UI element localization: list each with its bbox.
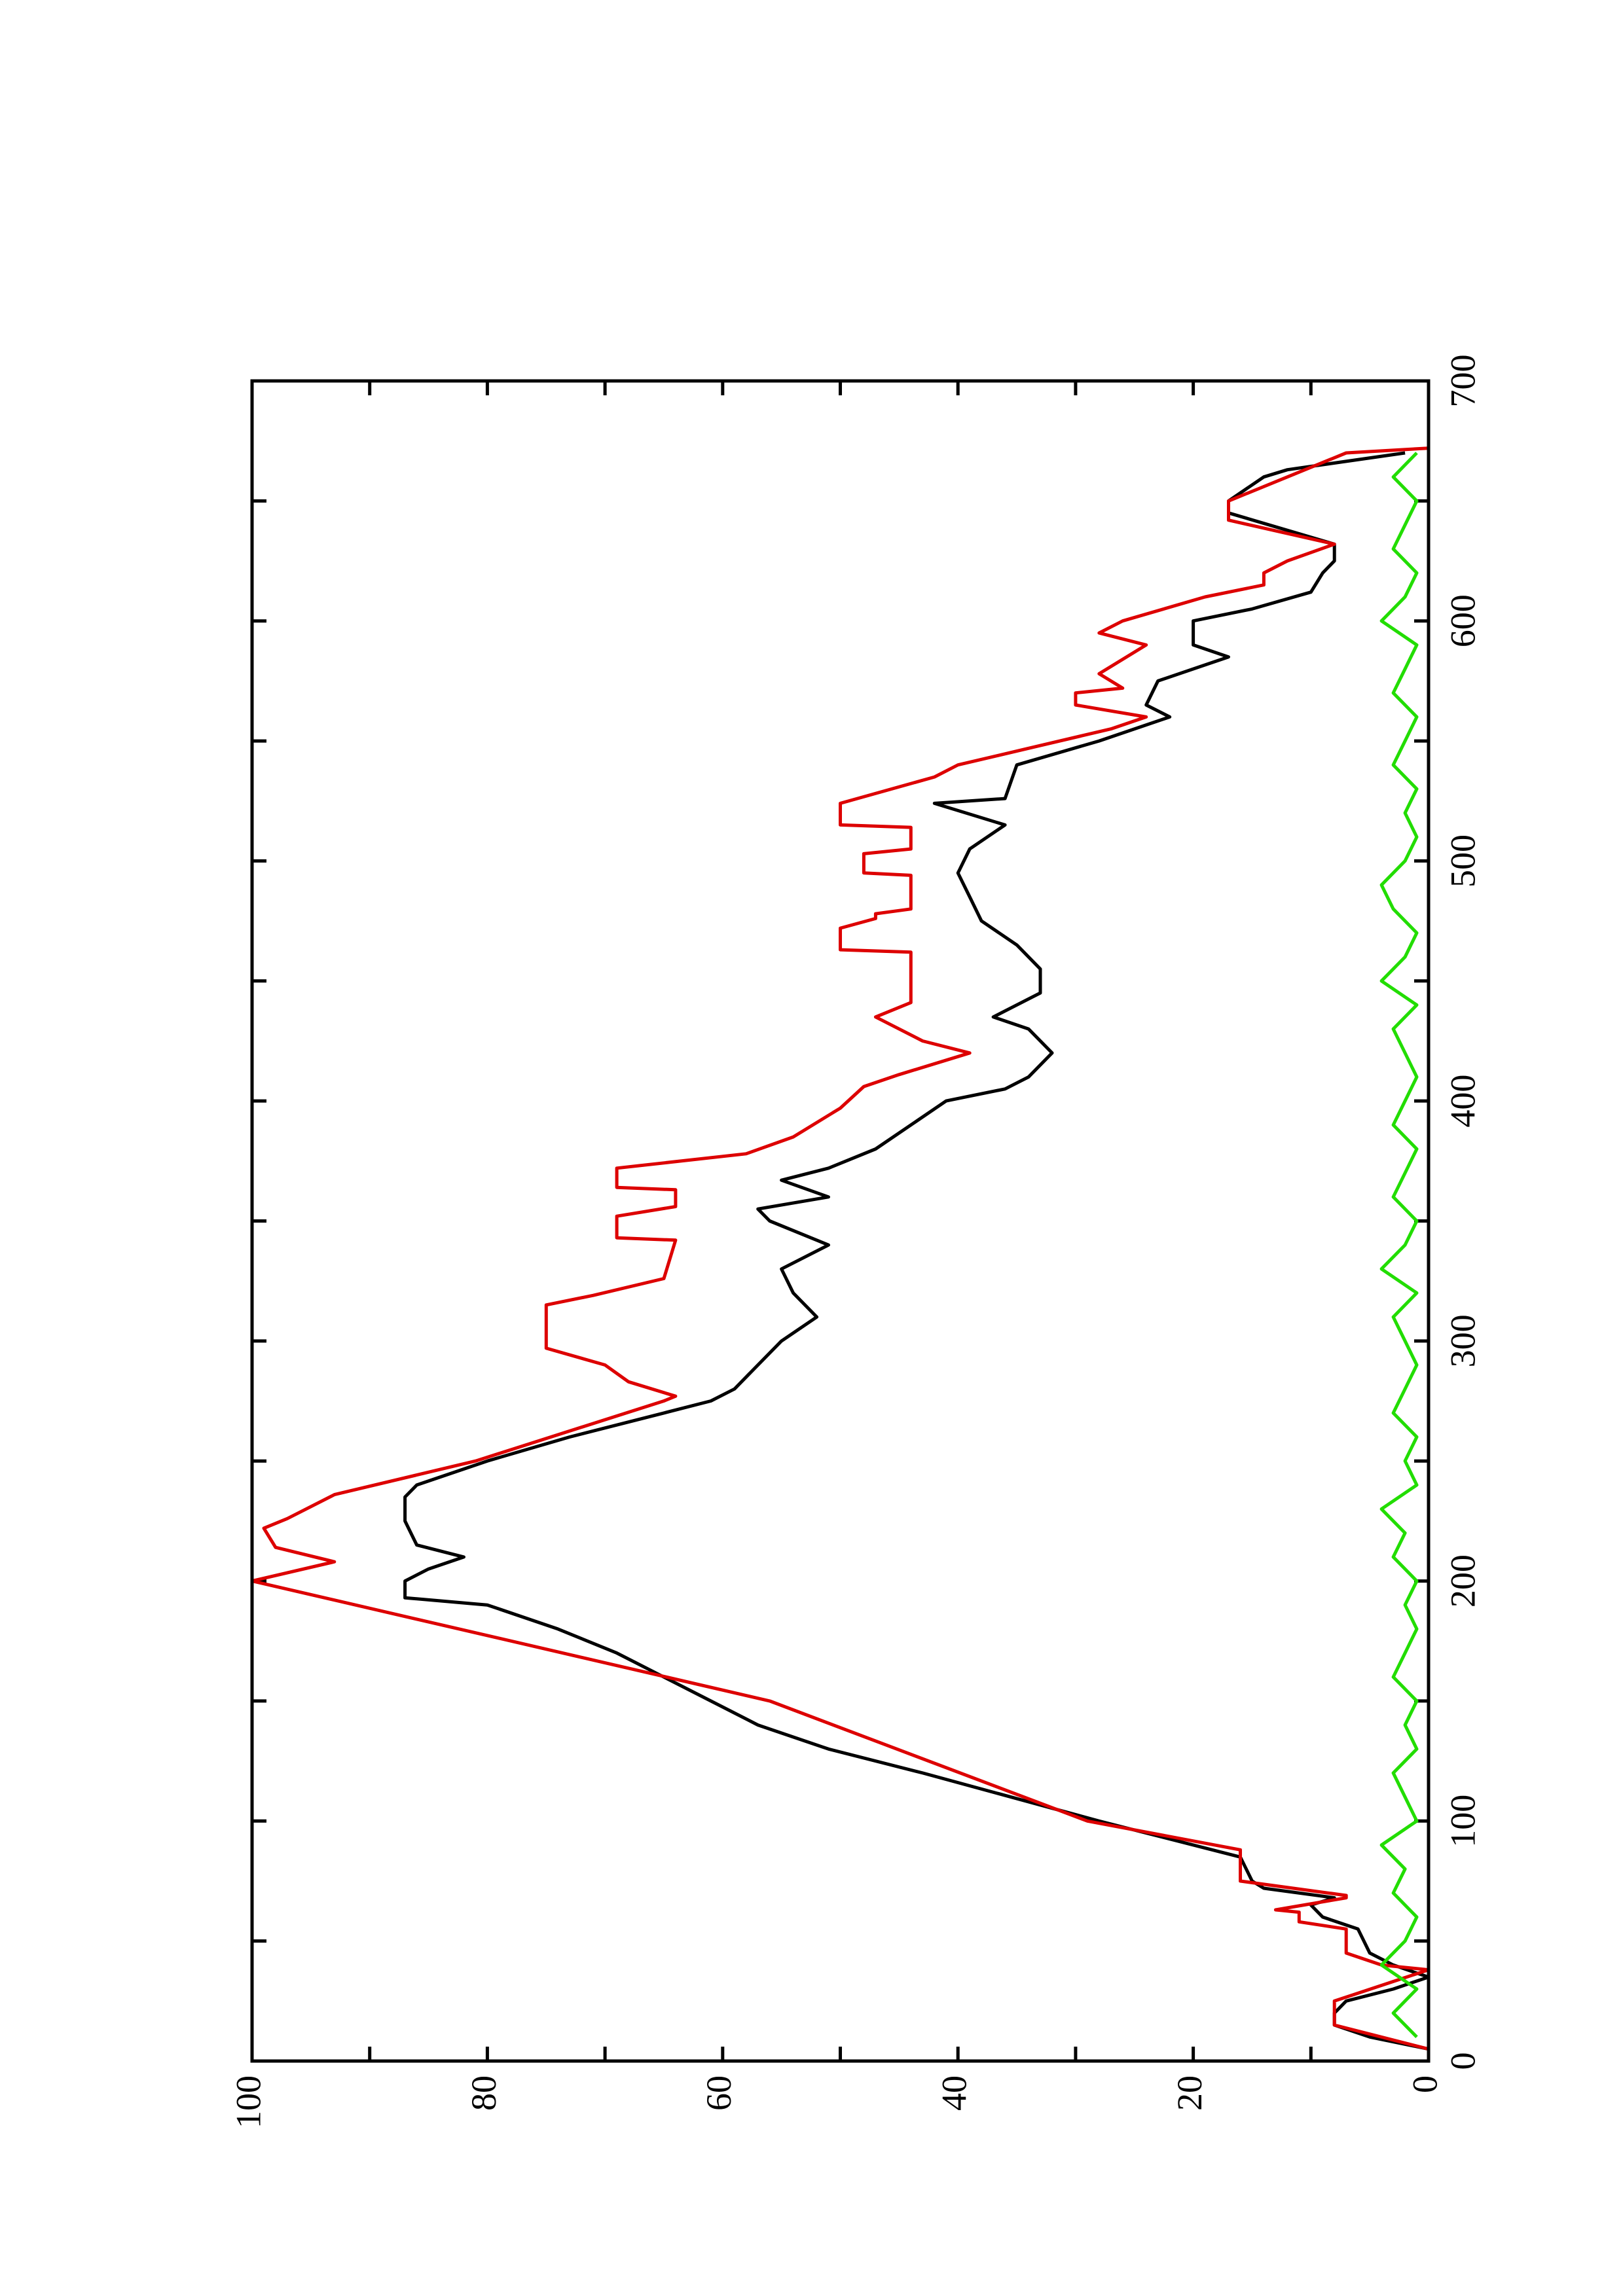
x-tick-label: 0: [1443, 2053, 1482, 2070]
y-tick-label: 0: [1405, 2075, 1444, 2093]
x-tick-label: 100: [1443, 1795, 1482, 1848]
x-tick-label: 500: [1443, 834, 1482, 888]
y-tick-label: 100: [228, 2075, 268, 2128]
y-tick-label: 60: [699, 2075, 739, 2111]
x-tick-label: 200: [1443, 1554, 1482, 1607]
data-line: [1379, 452, 1419, 2039]
x-tick-label: 400: [1443, 1075, 1482, 1128]
x-tick-label: 600: [1443, 594, 1482, 647]
plot: 0 100 200 300 400 500 600 700 0 20 40 60 80 100: [228, 355, 1482, 2129]
y-tick-label: 80: [464, 2075, 503, 2111]
y-tick-label: 20: [1170, 2075, 1209, 2111]
x-tick-label: 700: [1443, 355, 1482, 408]
x-tick-label: 300: [1443, 1314, 1482, 1367]
y-tick-label: 40: [935, 2075, 974, 2111]
plot-frame: [250, 379, 1431, 2063]
data-line: [250, 446, 1431, 2051]
